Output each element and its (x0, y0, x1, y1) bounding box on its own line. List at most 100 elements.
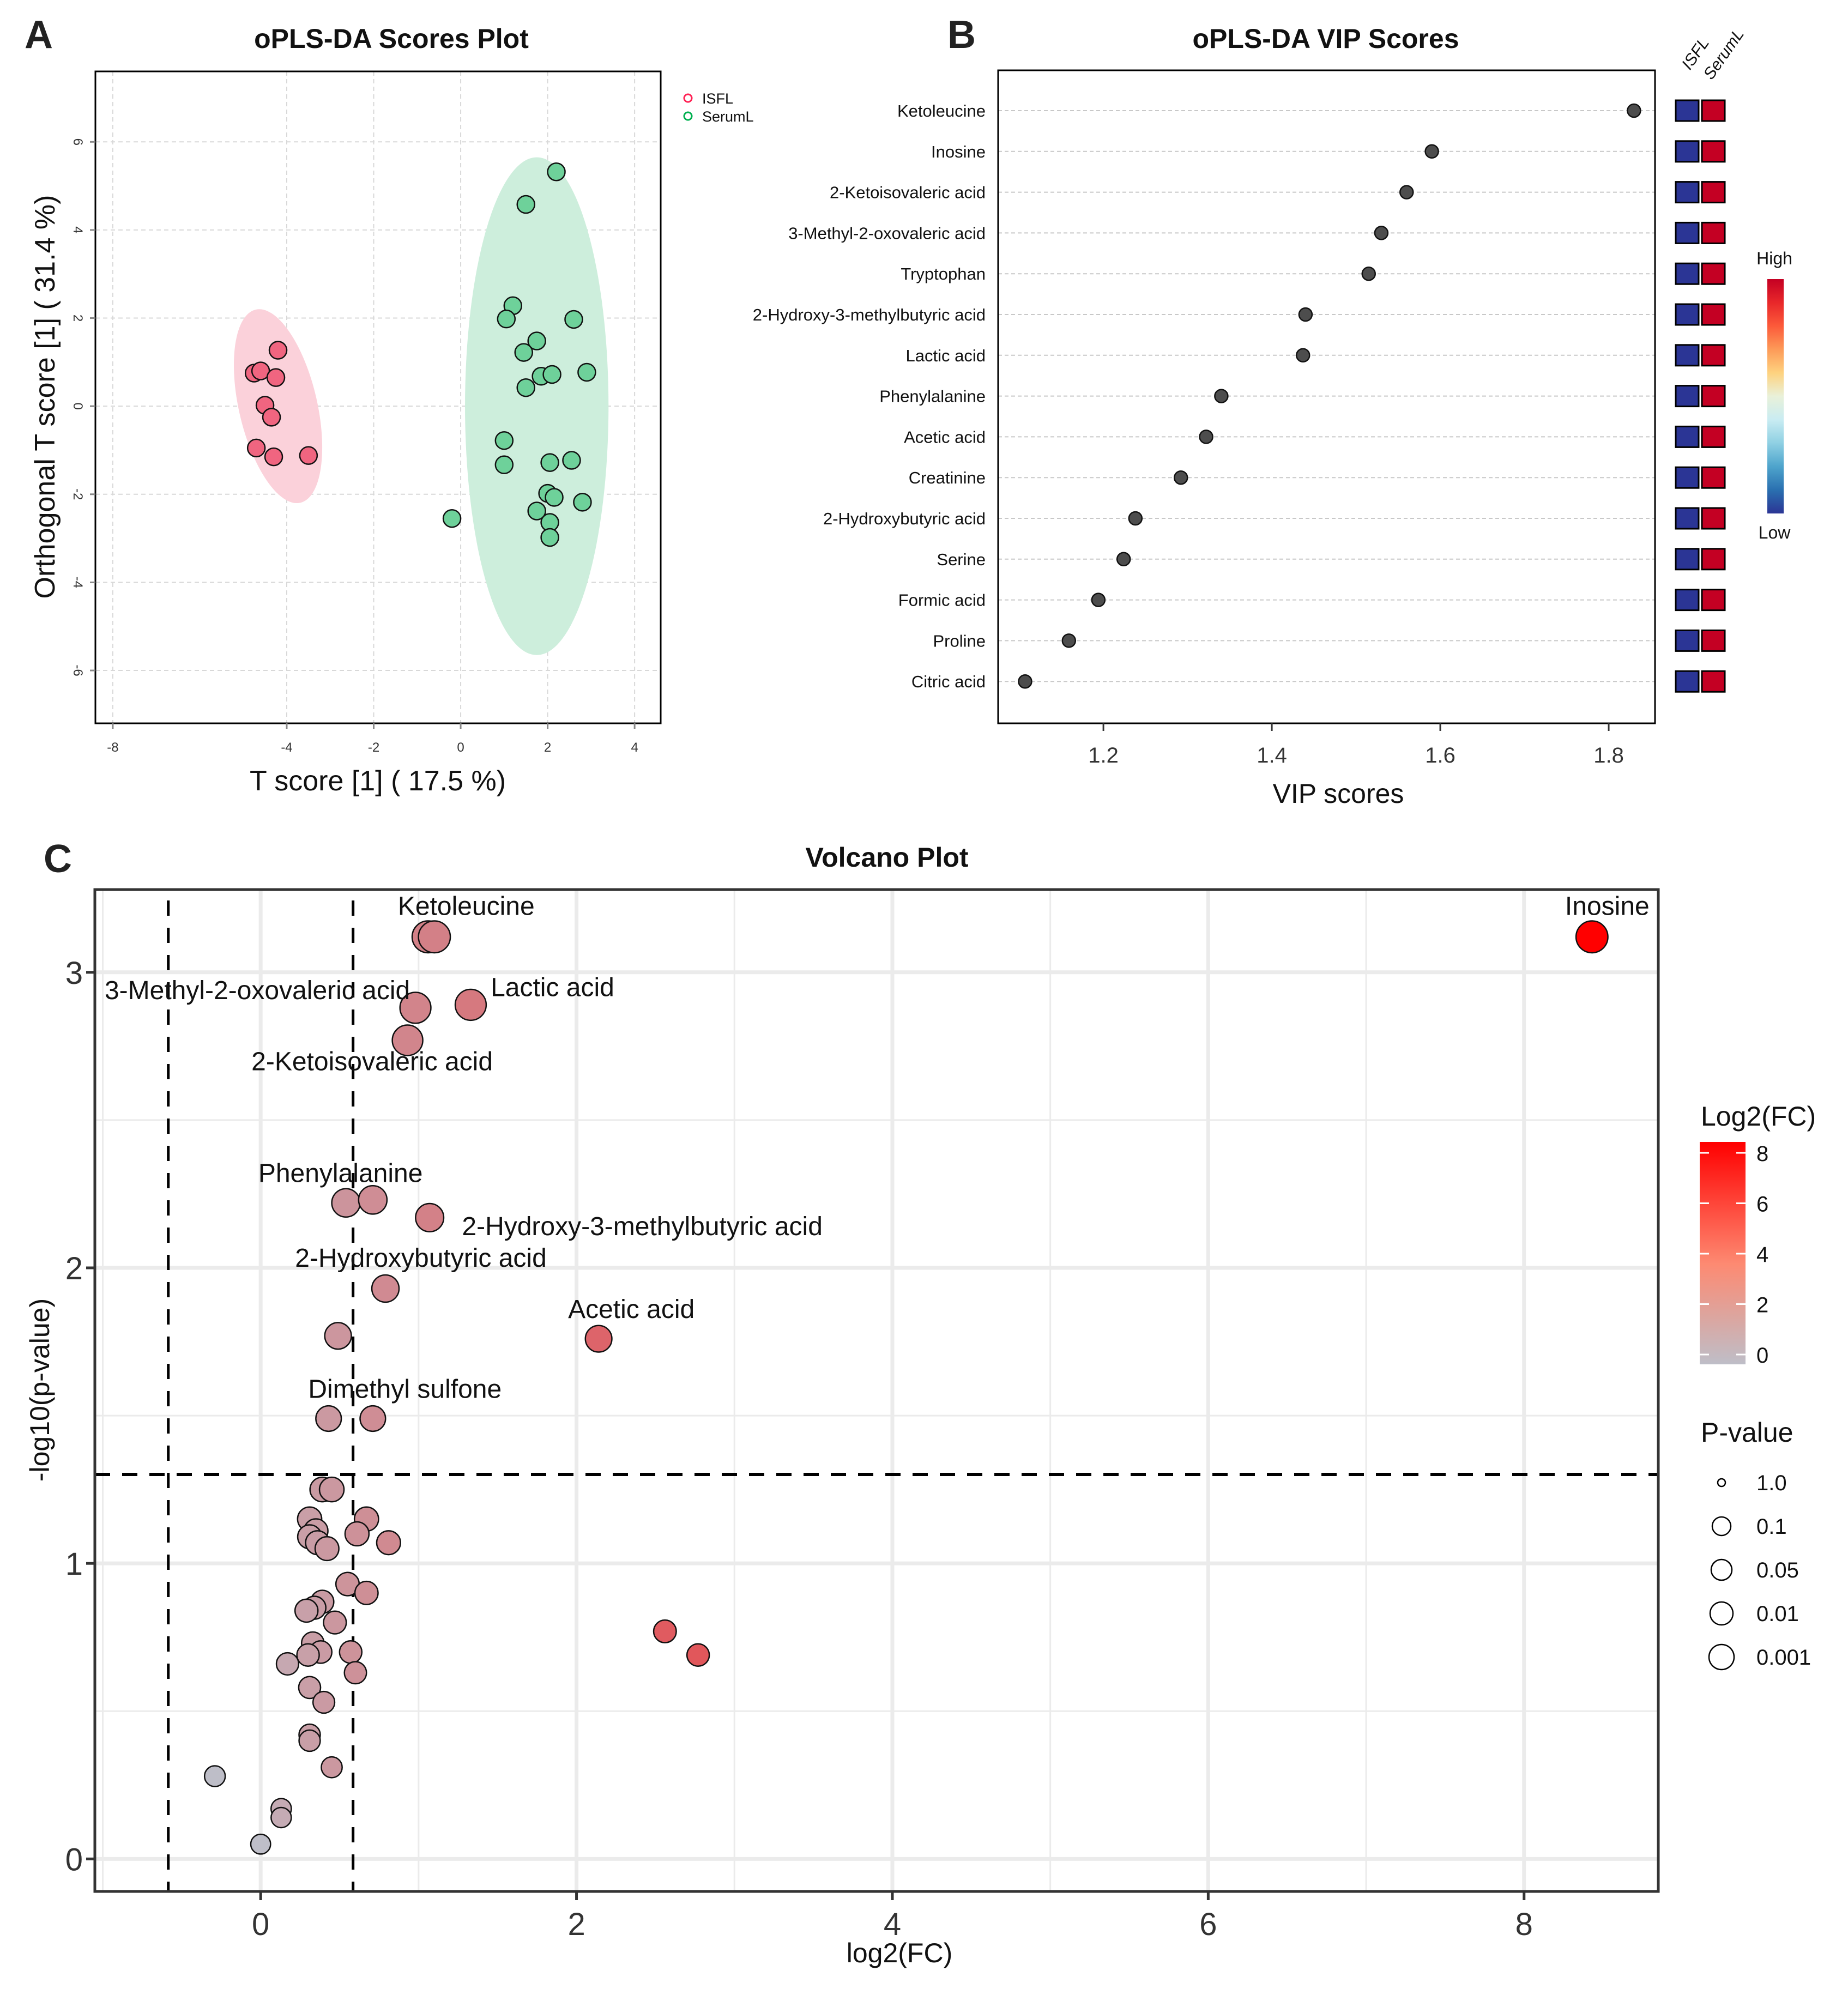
volcano-point (1575, 920, 1609, 954)
vip-category-label: Creatinine (909, 468, 986, 487)
volcano-point (343, 1661, 367, 1685)
volcano-point (418, 920, 451, 954)
volcano-x-tick-label: 8 (1515, 1907, 1533, 1942)
heatmap-cell-seruml (1701, 466, 1726, 489)
fc-legend-ticks: 8 6 4 2 0 (1700, 1142, 1768, 1368)
heatmap-cell-seruml (1701, 221, 1726, 244)
heatmap-cell-isfl (1675, 589, 1700, 612)
scores-legend: ISFL SerumL (683, 90, 754, 125)
vip-category-label: Formic acid (898, 591, 986, 610)
volcano-threshold-lines (95, 900, 1658, 1891)
volcano-point-label: Phenylalanine (258, 1159, 423, 1188)
vip-plot: Ketoleucine Inosine 2-Ketoisovaleric acid 3… (753, 26, 1792, 809)
vip-heatmap (1675, 99, 1726, 693)
scores-y-tick-label: -4 (70, 577, 85, 588)
scores-x-tick-label: -8 (107, 740, 118, 755)
vip-point (1424, 144, 1439, 159)
volcano-point (323, 1610, 347, 1635)
heatmap-cell-seruml (1701, 140, 1726, 163)
volcano-y-tick-label: 0 (65, 1842, 83, 1877)
volcano-x-tick-label: 0 (252, 1907, 269, 1942)
volcano-point (584, 1325, 613, 1353)
heatmap-cell-isfl (1675, 385, 1700, 408)
pvalue-legend-items: 1.0 0.1 0.05 0.01 0.001 (1708, 1471, 1811, 1671)
volcano-point-label: 2-Ketoisovaleric acid (251, 1048, 493, 1077)
volcano-point (324, 1322, 352, 1350)
heatmap-cell-isfl (1675, 181, 1700, 204)
score-point-isfl (262, 408, 281, 427)
vip-category-label: Tryptophan (901, 264, 986, 283)
pvalue-legend-marker (1709, 1601, 1734, 1626)
vip-point (1128, 511, 1143, 526)
scores-x-tick-label: 4 (631, 740, 638, 755)
vip-category-label: 2-Hydroxybutyric acid (823, 509, 986, 528)
volcano-point (415, 1202, 445, 1232)
heatmap-cell-seruml (1701, 99, 1726, 122)
volcano-point-labels: Inosine Ketoleucine 3-Methyl-2-oxovaleric … (105, 892, 1650, 1404)
vip-category-label: 3-Methyl-2-oxovaleric acid (788, 223, 986, 243)
pvalue-legend-label: 0.01 (1756, 1602, 1799, 1626)
vip-point (1298, 307, 1313, 322)
score-point-seruml (497, 309, 516, 329)
volcano-legends: Log2(FC) 8 6 4 2 0 P-value 1.0 0.1 0.05 0.01 0.0… (1700, 1101, 1816, 1671)
volcano-point (315, 1405, 342, 1432)
score-point-seruml (516, 195, 535, 214)
panel-letter-c: C (44, 837, 72, 881)
volcano-point (270, 1806, 292, 1829)
vip-plot-frame (997, 69, 1656, 724)
heatmap-cell-seruml (1701, 507, 1726, 530)
score-point-seruml (547, 162, 566, 182)
scores-y-tick-label: -2 (70, 488, 85, 500)
scores-points (244, 162, 596, 547)
heatmap-cell-seruml (1701, 344, 1726, 367)
scores-y-tick-label: 2 (70, 315, 85, 322)
volcano-point-label: Acetic acid (568, 1295, 694, 1324)
score-point-seruml (540, 453, 559, 472)
score-point-isfl (268, 341, 288, 360)
heatmap-col-seruml: SerumL (1700, 26, 1748, 83)
fc-legend-tick-label: 4 (1756, 1243, 1768, 1267)
vip-rows: Ketoleucine Inosine 2-Ketoisovaleric acid 3… (753, 101, 1655, 691)
volcano-y-axis-label: -log10(p-value) (25, 1298, 55, 1482)
panel-letter-a: A (25, 13, 53, 57)
volcano-point (358, 1185, 388, 1215)
volcano-point (331, 1188, 361, 1218)
score-point-isfl (266, 368, 286, 387)
heatmap-cell-isfl (1675, 548, 1700, 571)
score-point-seruml (542, 365, 561, 384)
score-point-seruml (545, 488, 564, 507)
legend-marker-seruml (683, 111, 693, 121)
fc-legend-tick-label: 6 (1756, 1193, 1768, 1217)
heatmap-cell-isfl (1675, 262, 1700, 285)
legend-label-isfl: ISFL (702, 90, 733, 107)
vip-point (1295, 348, 1310, 363)
scores-x-tick-label: -2 (368, 740, 379, 755)
heatmap-cell-seruml (1701, 589, 1726, 612)
scores-x-tick-label: 2 (544, 740, 551, 755)
volcano-point (359, 1405, 386, 1432)
volcano-point-label: 3-Methyl-2-oxovaleric acid (105, 976, 410, 1005)
volcano-grid (95, 890, 1658, 1891)
vip-x-tick-label: 1.6 (1425, 743, 1456, 767)
scores-axis-ticks: -8 -4 -2 0 2 4 6 4 2 0 -2 -4 -6 (70, 138, 638, 755)
pvalue-legend-label: 1.0 (1756, 1471, 1787, 1495)
scores-plot: -8 -4 -2 0 2 4 6 4 2 0 -2 -4 -6 T score [1] ( 17.5 %… (29, 70, 754, 797)
vip-category-label: Ketoleucine (897, 101, 986, 120)
vip-point (1214, 389, 1229, 403)
volcano-point (376, 1530, 401, 1556)
heatmap-cell-isfl (1675, 466, 1700, 489)
vip-x-axis-label: VIP scores (1273, 778, 1404, 809)
vip-x-tick-label: 1.2 (1088, 743, 1119, 767)
heatmap-color-bar (1767, 279, 1784, 513)
volcano-point-label: 2-Hydroxybutyric acid (295, 1244, 546, 1273)
volcano-point (399, 992, 432, 1024)
volcano-plot: Inosine Ketoleucine 3-Methyl-2-oxovaleric … (25, 888, 1816, 1968)
heatmap-cell-isfl (1675, 99, 1700, 122)
volcano-point (391, 1024, 424, 1056)
pvalue-legend-title: P-value (1701, 1417, 1793, 1448)
scores-plot-title: oPLS-DA Scores Plot (254, 23, 529, 54)
volcano-point (371, 1274, 400, 1303)
pvalue-legend-marker (1708, 1643, 1735, 1671)
vip-category-label: 2-Ketoisovaleric acid (830, 183, 986, 202)
pvalue-legend-marker (1710, 1558, 1733, 1581)
